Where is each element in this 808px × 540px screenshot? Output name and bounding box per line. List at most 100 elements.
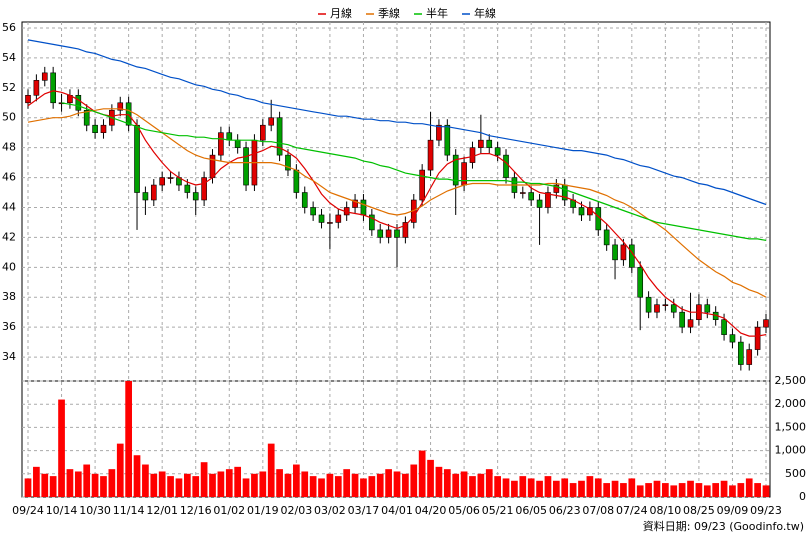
candle-body xyxy=(654,304,660,313)
y-tick-label: 1,000 xyxy=(775,444,807,457)
x-tick-label: 03/17 xyxy=(348,504,380,517)
candle-body xyxy=(184,184,191,193)
x-tick-label: 03/02 xyxy=(314,504,346,517)
volume-bar xyxy=(402,473,409,497)
volume-bar xyxy=(611,480,619,497)
candle-body xyxy=(385,229,392,238)
volume-bar xyxy=(301,471,309,497)
candle-body xyxy=(150,184,157,201)
volume-bar xyxy=(242,478,250,497)
candle-body xyxy=(209,154,216,178)
volume-bar xyxy=(200,462,208,497)
candle-body xyxy=(629,244,635,268)
candle-body xyxy=(218,132,224,156)
candle-body xyxy=(310,207,316,216)
volume-bar xyxy=(385,469,392,497)
candle-body xyxy=(620,244,627,261)
volume-bar xyxy=(360,478,367,497)
candle-body xyxy=(729,334,736,343)
candle-body xyxy=(369,214,375,231)
candle-body xyxy=(427,139,434,171)
x-tick-label: 04/20 xyxy=(415,504,447,517)
candle-body xyxy=(553,184,560,193)
volume-bar xyxy=(251,473,258,497)
candle-body xyxy=(436,124,442,141)
x-tick-label: 06/05 xyxy=(515,504,547,517)
volume-bar xyxy=(636,485,644,497)
y-tick-label: 50 xyxy=(2,111,16,124)
volume-bar xyxy=(351,473,359,497)
candle-body xyxy=(142,192,149,201)
volume-bar xyxy=(729,485,736,497)
source-note: 資料日期: 09/23 (Goodinfo.tw) xyxy=(643,519,804,533)
candle-body xyxy=(192,192,199,201)
volume-bar xyxy=(452,473,460,497)
volume-bar xyxy=(443,469,451,497)
candle-body xyxy=(545,192,551,208)
volume-bar xyxy=(410,464,418,497)
x-tick-label: 05/06 xyxy=(448,504,480,517)
candle-body xyxy=(25,94,31,104)
y-tick-label: 54 xyxy=(2,51,16,64)
candle-body xyxy=(612,244,618,261)
volume-bar xyxy=(334,476,342,497)
candle-body xyxy=(738,341,744,365)
candle-body xyxy=(469,147,476,163)
candle-body xyxy=(201,177,207,201)
volume-bar xyxy=(234,466,242,497)
volume-bar xyxy=(561,478,569,497)
candle-body xyxy=(293,169,300,193)
x-tick-label: 10/30 xyxy=(79,504,111,517)
candle-body xyxy=(452,154,459,186)
volume-bar xyxy=(284,473,292,497)
volume-bar xyxy=(343,469,351,497)
candle-body xyxy=(578,207,585,216)
volume-bar xyxy=(142,464,149,497)
volume-bar xyxy=(326,473,334,497)
volume-bar xyxy=(100,476,107,497)
x-tick-label: 12/01 xyxy=(146,504,178,517)
volume-bar xyxy=(175,478,183,497)
candle-body xyxy=(637,267,644,298)
y-tick-label: 38 xyxy=(2,290,16,303)
y-tick-label: 56 xyxy=(2,21,16,34)
y-tick-label: 52 xyxy=(2,81,16,94)
volume-bar xyxy=(687,480,694,497)
candle-body xyxy=(318,214,325,223)
candle-body xyxy=(377,229,384,238)
volume-bar xyxy=(754,483,761,497)
candle-body xyxy=(50,72,56,104)
candle-body xyxy=(260,124,266,141)
volume-bar xyxy=(594,478,602,497)
y-tick-label: 36 xyxy=(2,320,16,333)
volume-bar xyxy=(158,471,166,497)
volume-bar xyxy=(586,476,594,497)
candle-body xyxy=(704,304,711,313)
legend-label: 年線 xyxy=(474,6,496,20)
volume-bar xyxy=(762,485,770,497)
candle-body xyxy=(746,349,753,365)
volume-bar xyxy=(737,483,745,497)
candle-body xyxy=(679,311,685,328)
candle-body xyxy=(645,296,652,313)
volume-bar xyxy=(49,476,57,497)
candle-body xyxy=(243,147,249,186)
volume-bar xyxy=(183,473,191,497)
candle-body xyxy=(33,80,40,96)
volume-bar xyxy=(91,473,99,497)
volume-bar xyxy=(435,466,443,497)
volume-bar xyxy=(494,476,501,497)
volume-bar xyxy=(309,476,317,497)
candle-body xyxy=(528,192,534,201)
candle-body xyxy=(335,214,342,223)
x-tick-label: 01/02 xyxy=(213,504,245,517)
x-tick-label: 07/08 xyxy=(582,504,614,517)
volume-bar xyxy=(74,471,82,497)
x-tick-label: 01/19 xyxy=(247,504,279,517)
candle-body xyxy=(167,177,174,179)
volume-bar xyxy=(703,485,711,497)
ma-line xyxy=(27,108,767,298)
plot-frame xyxy=(21,21,771,498)
candle-body xyxy=(478,139,484,148)
